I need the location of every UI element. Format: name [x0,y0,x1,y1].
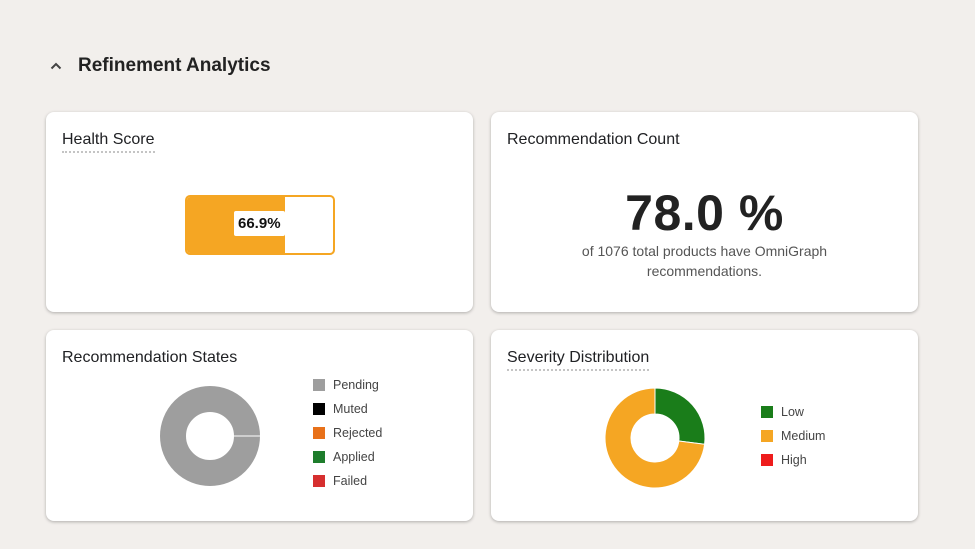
legend-swatch [761,430,773,442]
severity-slice-low[interactable] [654,387,706,445]
severity-distribution-card: Severity Distribution Low Medium High [491,330,918,521]
legend-label: Muted [333,402,368,416]
states-legend: Pending Muted Rejected Applied Failed [313,373,382,493]
states-legend-item-pending[interactable]: Pending [313,373,382,397]
legend-label: Low [781,405,804,419]
severity-legend-item-high[interactable]: High [761,448,825,472]
recommendation-description: of 1076 total products have OmniGraph re… [581,243,828,279]
severity-legend-item-medium[interactable]: Medium [761,424,825,448]
legend-swatch [313,427,325,439]
severity-legend-item-low[interactable]: Low [761,400,825,424]
recommendation-count-title: Recommendation Count [507,131,680,148]
legend-label: Applied [333,450,375,464]
states-legend-item-applied[interactable]: Applied [313,445,382,469]
severity-distribution-title[interactable]: Severity Distribution [507,349,650,371]
legend-swatch [313,475,325,487]
recommendation-states-card: Recommendation States Pending Muted Reject… [46,330,473,521]
legend-label: Failed [333,474,368,488]
legend-label: Medium [781,429,826,443]
recommendation-percent: 78.0 % [625,185,784,241]
legend-label: High [781,453,807,467]
health-score-card: Health Score 66.9% [46,112,473,312]
legend-swatch [313,451,325,463]
states-donut-chart [160,386,260,486]
legend-label: Rejected [333,426,383,440]
legend-swatch [761,454,773,466]
severity-slice-medium[interactable] [604,387,706,489]
section-header: Refinement Analytics [48,55,271,77]
recommendation-count-card: Recommendation Count 78.0 % of 1076 tota… [491,112,918,312]
states-legend-item-failed[interactable]: Failed [313,469,382,493]
health-score-gauge: 66.9% [185,195,335,255]
section-title: Refinement Analytics [78,55,271,76]
severity-legend: Low Medium High [761,400,825,472]
health-score-title[interactable]: Health Score [62,131,155,153]
recommendation-states-title: Recommendation States [62,349,238,366]
legend-swatch [313,403,325,415]
severity-donut-chart [604,387,706,489]
states-legend-item-muted[interactable]: Muted [313,397,382,421]
legend-swatch [761,406,773,418]
states-legend-item-rejected[interactable]: Rejected [313,421,382,445]
chevron-up-icon[interactable] [48,58,64,74]
legend-swatch [313,379,325,391]
legend-label: Pending [333,378,379,392]
health-score-value: 66.9% [234,211,285,236]
